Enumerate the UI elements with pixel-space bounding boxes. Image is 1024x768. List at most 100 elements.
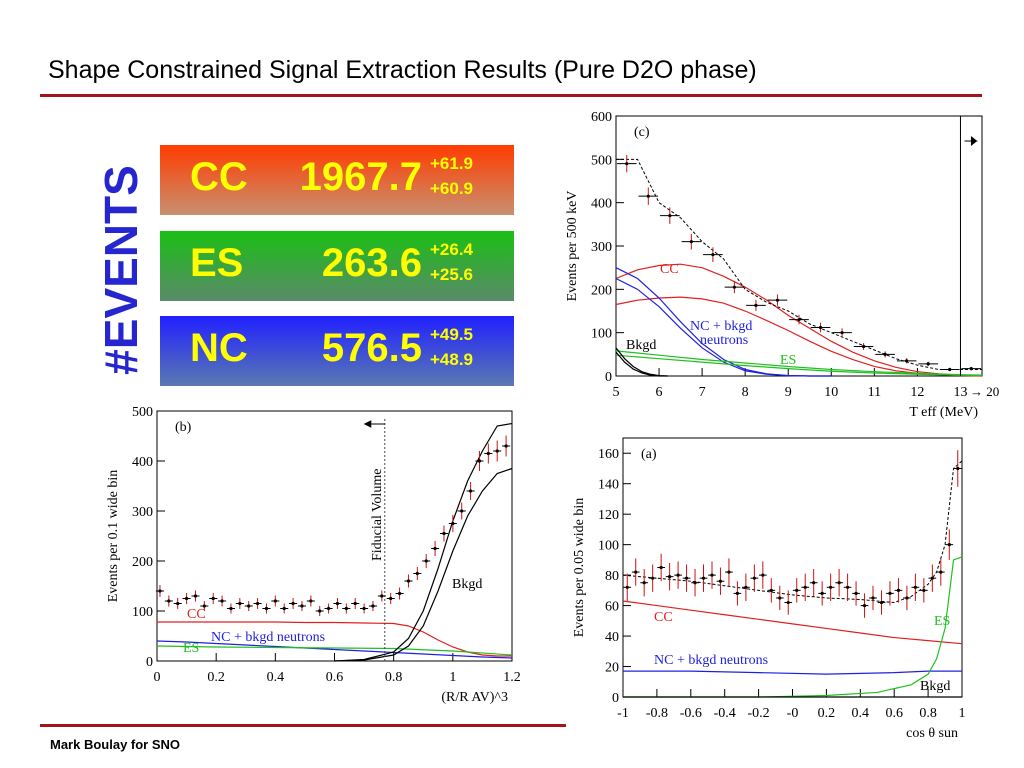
overflow-label: → 20 bbox=[970, 384, 999, 399]
data-point bbox=[803, 585, 807, 589]
data-point bbox=[840, 331, 844, 335]
data-point bbox=[711, 253, 715, 257]
panel-label: (b) bbox=[175, 420, 192, 435]
x-axis-label: cos θ sun bbox=[906, 726, 958, 741]
data-point bbox=[913, 585, 917, 589]
data-point bbox=[922, 588, 926, 592]
result-label: NC bbox=[190, 326, 248, 370]
plot-b bbox=[155, 410, 513, 662]
data-point bbox=[362, 606, 366, 611]
series-label: Bkgd bbox=[626, 338, 656, 353]
y-tick-label: 100 bbox=[591, 327, 612, 342]
data-point bbox=[939, 570, 943, 574]
data-point bbox=[625, 585, 629, 589]
data-point bbox=[255, 601, 260, 606]
y-axis-label: Events per 0.05 wide bin bbox=[572, 498, 587, 638]
data-point bbox=[947, 543, 951, 547]
plot-frame bbox=[615, 115, 983, 377]
data-point bbox=[634, 570, 638, 574]
result-value: 1967.7 bbox=[299, 155, 422, 199]
data-point bbox=[956, 466, 960, 471]
data-point bbox=[176, 601, 180, 606]
result-value: 576.5 bbox=[321, 326, 422, 370]
data-point bbox=[883, 352, 887, 356]
data-point bbox=[460, 509, 464, 513]
data-point bbox=[486, 451, 490, 456]
result-err-plus: +26.4 bbox=[430, 240, 474, 259]
data-point bbox=[948, 367, 952, 372]
data-point bbox=[468, 489, 473, 493]
series-label: NC + bkgd bbox=[690, 319, 752, 334]
data-point bbox=[442, 531, 446, 536]
data-point bbox=[718, 579, 723, 583]
series-label: ES bbox=[934, 614, 950, 629]
x-tick-label: -0.8 bbox=[646, 706, 668, 721]
data-point bbox=[642, 581, 646, 585]
overflow-arrow bbox=[964, 135, 978, 147]
y-tick-label: 100 bbox=[598, 539, 619, 554]
data-point bbox=[238, 601, 242, 606]
data-point bbox=[211, 596, 215, 601]
plot-a bbox=[622, 437, 963, 698]
data-point bbox=[300, 604, 304, 608]
data-point bbox=[775, 298, 780, 302]
x-tick-label: 8 bbox=[742, 385, 749, 400]
series-line bbox=[615, 277, 832, 377]
x-tick-label: 10 bbox=[824, 385, 838, 400]
series-label: ES bbox=[183, 641, 199, 656]
x-tick-label: -0.2 bbox=[748, 706, 770, 721]
series-label: Bkgd bbox=[920, 679, 950, 694]
series-line bbox=[334, 467, 513, 662]
result-err-plus: +49.5 bbox=[430, 325, 474, 344]
data-point bbox=[879, 600, 884, 605]
data-point bbox=[659, 565, 663, 570]
series-label: CC bbox=[654, 610, 673, 625]
y-tick-label: 40 bbox=[605, 630, 619, 645]
data-point bbox=[701, 576, 706, 580]
data-point bbox=[651, 576, 655, 580]
x-axis-label: T eff (MeV) bbox=[909, 405, 978, 420]
data-point bbox=[732, 285, 737, 289]
x-tick-label: 0.2 bbox=[207, 670, 225, 685]
y-tick-label: 0 bbox=[605, 370, 612, 385]
y-tick-label: 0 bbox=[146, 655, 153, 670]
data-point bbox=[854, 591, 858, 596]
x-tick-label: -0.4 bbox=[714, 706, 736, 721]
series-line bbox=[623, 670, 962, 675]
data-point bbox=[744, 585, 748, 589]
result-label: ES bbox=[190, 241, 244, 285]
y-tick-label: 80 bbox=[605, 569, 619, 584]
total-fit-line bbox=[622, 460, 963, 604]
footer-rule bbox=[40, 724, 566, 727]
data-point bbox=[829, 585, 833, 589]
data-point bbox=[229, 606, 233, 611]
x-axis-label: (R/R AV)^3 bbox=[441, 690, 508, 705]
series-label: Bkgd bbox=[452, 577, 482, 592]
slide-title: Shape Constrained Signal Extraction Resu… bbox=[48, 56, 757, 84]
data-point bbox=[818, 325, 823, 330]
data-point bbox=[247, 604, 251, 608]
y-tick-label: 500 bbox=[132, 405, 153, 420]
x-tick-label: 13 bbox=[953, 385, 967, 400]
series-label: CC bbox=[660, 262, 679, 277]
y-tick-label: 60 bbox=[605, 600, 619, 615]
data-point bbox=[318, 609, 322, 613]
data-point bbox=[424, 559, 428, 563]
panel-label: (c) bbox=[634, 125, 650, 140]
x-tick-label: 7 bbox=[699, 385, 706, 400]
x-tick-label: 1.2 bbox=[503, 670, 521, 685]
x-tick-label: 1 bbox=[449, 670, 456, 685]
result-label: CC bbox=[190, 155, 248, 199]
data-point bbox=[282, 606, 286, 611]
series-label: ES bbox=[780, 353, 796, 368]
data-point bbox=[795, 588, 799, 592]
data-point bbox=[812, 581, 816, 585]
result-box-nc: NC 576.5 +49.5 +48.9 bbox=[160, 316, 514, 386]
data-point bbox=[735, 591, 740, 596]
title-rule bbox=[40, 94, 982, 97]
y-tick-label: 100 bbox=[132, 605, 153, 620]
data-point bbox=[689, 240, 693, 244]
result-box-es: ES 263.6 +26.4 +25.6 bbox=[160, 231, 514, 301]
data-point bbox=[778, 596, 782, 600]
x-tick-label: -0 bbox=[787, 706, 799, 721]
